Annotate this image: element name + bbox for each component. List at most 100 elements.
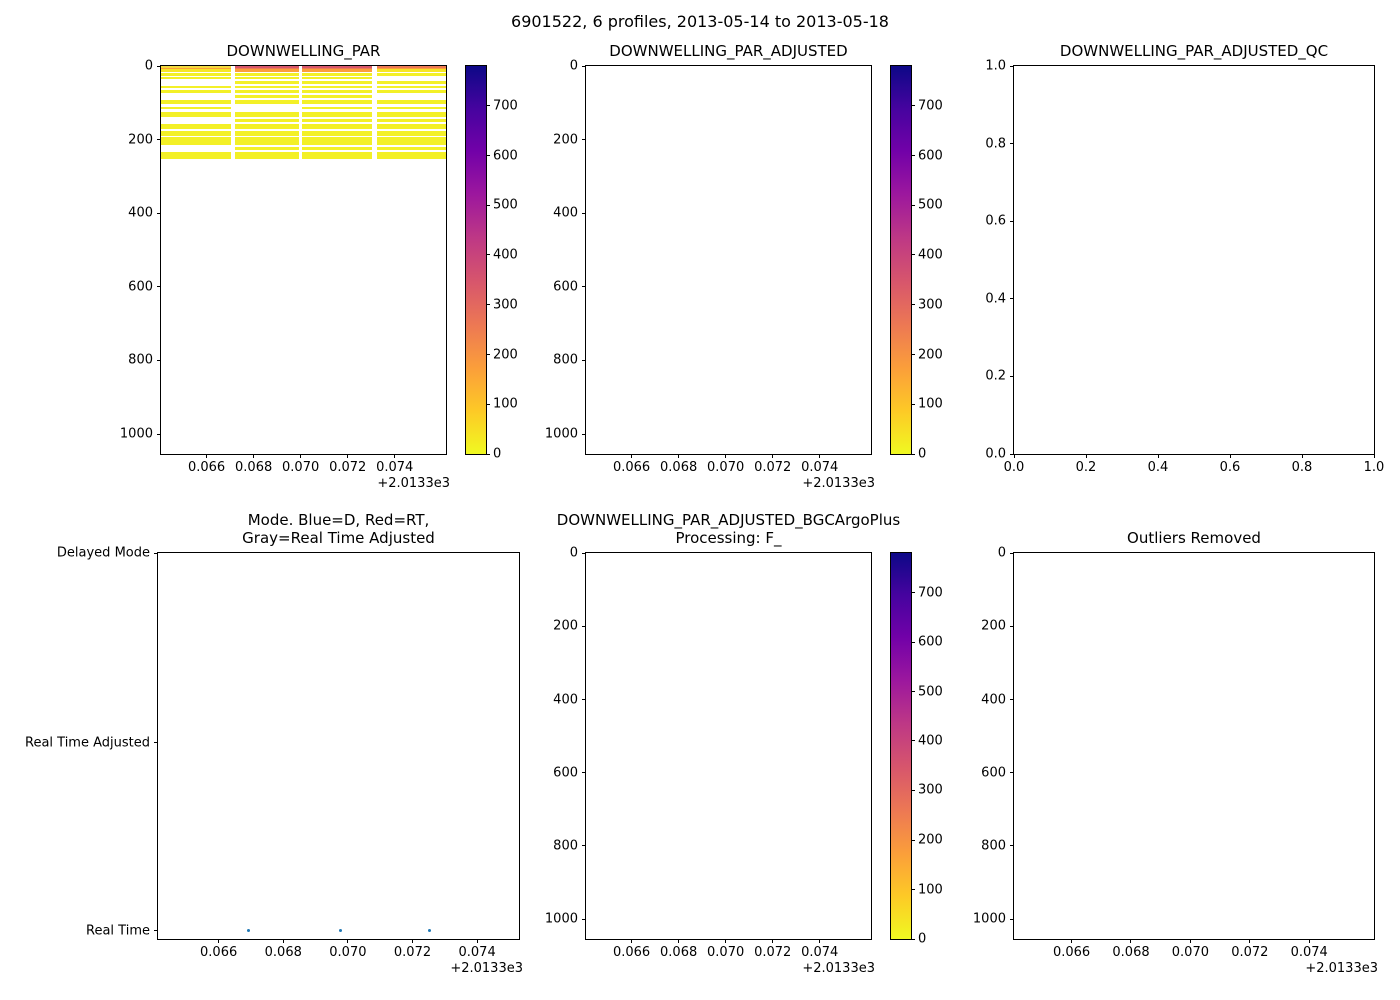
- x-tick-label: 0.068: [1112, 945, 1150, 960]
- y-tick-mark: [582, 625, 586, 627]
- heatmap-band: [302, 69, 372, 72]
- x-tick-mark: [1373, 454, 1375, 458]
- panel-bgcargoplus-processing: DOWNWELLING_PAR_ADJUSTED_BGCArgoPlus Pro…: [545, 511, 900, 977]
- y-tick-label: 0.0: [985, 446, 1006, 462]
- y-tick-mark: [582, 552, 586, 554]
- panel-downwelling-par-adjusted: DOWNWELLING_PAR_ADJUSTED +2.0133e3 0.066…: [545, 42, 875, 491]
- heatmap-band: [234, 99, 300, 105]
- y-tick-label: 400: [553, 205, 578, 221]
- panel-downwelling-par: DOWNWELLING_PAR +2.0133e3 0.066 0.068 0.07…: [120, 42, 450, 491]
- panel-title: DOWNWELLING_PAR_ADJUSTED_QC: [1059, 42, 1329, 61]
- heatmap-band: [234, 80, 300, 84]
- x-tick-label: 0.0: [1003, 460, 1025, 475]
- x-tick-mark: [412, 939, 413, 943]
- x-tick-label: 0.066: [200, 945, 238, 960]
- y-tick-mark: [582, 918, 586, 920]
- x-tick-label: 0.068: [660, 460, 698, 475]
- heatmap-band: [161, 85, 231, 89]
- x-tick-mark: [347, 454, 349, 458]
- colorbar-tick-label: 0: [918, 446, 927, 462]
- heatmap-band: [376, 72, 446, 76]
- x-tick-label: 1.0: [1363, 460, 1385, 475]
- x-tick-mark: [631, 939, 633, 943]
- heatmap-band: [302, 85, 372, 89]
- colorbar-tick-mark: [486, 453, 490, 455]
- y-tick-mark: [157, 433, 161, 435]
- heatmap-band: [161, 72, 231, 76]
- x-tick-mark: [1229, 454, 1231, 458]
- y-tick-mark: [582, 65, 586, 67]
- heatmap-band: [376, 85, 446, 89]
- heatmap-band: [376, 111, 446, 117]
- heatmap-band: [161, 130, 231, 136]
- x-tick-mark: [1301, 454, 1303, 458]
- heatmap-band: [376, 99, 446, 105]
- colorbar-tick-mark: [486, 105, 490, 107]
- colorbar-tick-mark: [486, 403, 490, 405]
- x-tick-label: 0.8: [1291, 460, 1313, 475]
- x-tick-label: 0.074: [801, 945, 839, 960]
- scatter-point: [338, 929, 342, 933]
- heatmap-band: [302, 90, 372, 94]
- heatmap-band: [234, 85, 300, 89]
- x-axis-offset-label: +2.0133e3: [377, 476, 450, 491]
- colorbar: 0 100 200 300 400 500 600 700: [890, 552, 943, 947]
- x-tick-label: 0.066: [187, 460, 226, 475]
- heatmap-band: [234, 152, 300, 159]
- heatmap-band: [234, 66, 300, 68]
- heatmap-band: [376, 152, 446, 159]
- y-tick-label: 200: [553, 618, 578, 634]
- x-tick-label: 0.068: [264, 945, 302, 960]
- colorbar-tick-mark: [911, 839, 915, 841]
- colorbar-tick-label: 600: [918, 148, 943, 164]
- x-tick-mark: [218, 939, 220, 943]
- heatmap-band: [234, 147, 300, 150]
- x-tick-mark: [1085, 454, 1087, 458]
- y-tick-label: 0: [997, 545, 1006, 561]
- heatmap-band: [302, 77, 372, 80]
- y-tick-label: 200: [553, 132, 578, 148]
- heatmap-band: [234, 77, 300, 80]
- heatmap-band: [302, 130, 372, 136]
- y-tick-mark: [582, 845, 586, 847]
- colorbar-tick-label: 200: [918, 347, 943, 363]
- panel-title: DOWNWELLING_PAR_ADJUSTED: [609, 42, 848, 61]
- y-tick-mark: [582, 699, 586, 701]
- x-tick-mark: [253, 454, 255, 458]
- heatmap-band: [161, 111, 231, 117]
- y-tick-label: 0: [569, 545, 578, 561]
- y-tick-mark: [1010, 625, 1014, 627]
- x-tick-label: 0.074: [376, 460, 414, 475]
- heatmap-band: [161, 137, 231, 145]
- y-tick-mark: [1010, 552, 1014, 554]
- panel-title: Mode. Blue=D, Red=RT, Gray=Real Time Adj…: [242, 510, 435, 548]
- y-tick-label: 1000: [119, 426, 153, 442]
- y-tick-label: 400: [981, 692, 1006, 708]
- y-tick-mark: [154, 930, 158, 932]
- y-tick-mark: [582, 286, 586, 288]
- heatmap-band: [161, 69, 231, 72]
- x-tick-mark: [347, 939, 349, 943]
- x-tick-mark: [394, 454, 396, 458]
- colorbar-tick-label: 300: [493, 297, 518, 313]
- x-tick-label: 0.074: [801, 460, 839, 475]
- y-tick-mark: [154, 552, 158, 554]
- colorbar-tick-mark: [911, 789, 915, 791]
- scatter-point: [427, 929, 431, 933]
- x-tick-label: 0.070: [707, 460, 745, 475]
- x-axis-offset-label: +2.0133e3: [1305, 961, 1378, 976]
- scatter-point: [246, 929, 250, 933]
- x-tick-label: 0.4: [1147, 460, 1169, 475]
- x-tick-label: 0.072: [754, 945, 792, 960]
- colorbar-tick-label: 400: [918, 733, 943, 749]
- colorbar-tick-label: 700: [493, 98, 518, 114]
- y-tick-mark: [582, 139, 586, 141]
- x-tick-label: 0.070: [1171, 945, 1209, 960]
- y-tick-mark: [1010, 772, 1014, 774]
- y-tick-mark: [157, 139, 161, 141]
- x-axis-offset-label: +2.0133e3: [802, 476, 875, 491]
- colorbar-tick-mark: [911, 691, 915, 693]
- heatmap-band: [161, 124, 231, 129]
- x-tick-label: 0.072: [329, 460, 367, 475]
